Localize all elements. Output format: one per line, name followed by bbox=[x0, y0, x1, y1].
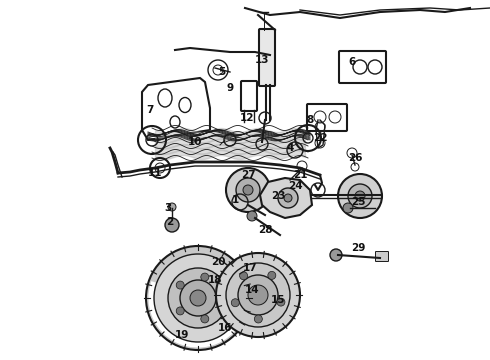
Circle shape bbox=[190, 290, 206, 306]
Text: 22: 22 bbox=[313, 133, 327, 143]
Circle shape bbox=[226, 168, 270, 212]
Circle shape bbox=[277, 298, 285, 306]
Circle shape bbox=[176, 281, 184, 289]
Circle shape bbox=[243, 185, 253, 195]
Circle shape bbox=[168, 268, 228, 328]
Text: 4: 4 bbox=[286, 143, 294, 153]
Circle shape bbox=[216, 294, 224, 302]
Circle shape bbox=[284, 194, 292, 202]
Circle shape bbox=[238, 275, 278, 315]
Text: 3: 3 bbox=[164, 203, 171, 213]
FancyBboxPatch shape bbox=[259, 29, 275, 86]
Text: 8: 8 bbox=[306, 115, 314, 125]
Circle shape bbox=[216, 253, 300, 337]
Circle shape bbox=[226, 263, 290, 327]
Text: 27: 27 bbox=[241, 170, 255, 180]
Text: 2: 2 bbox=[167, 217, 173, 227]
Text: 1: 1 bbox=[231, 195, 239, 205]
Text: 10: 10 bbox=[188, 137, 202, 147]
Text: 23: 23 bbox=[271, 191, 285, 201]
Circle shape bbox=[254, 315, 262, 323]
Circle shape bbox=[278, 188, 298, 208]
Text: 6: 6 bbox=[348, 57, 356, 67]
Text: 17: 17 bbox=[243, 263, 257, 273]
Text: 28: 28 bbox=[258, 225, 272, 235]
FancyBboxPatch shape bbox=[375, 252, 389, 261]
Text: 15: 15 bbox=[271, 295, 285, 305]
Circle shape bbox=[201, 273, 209, 281]
Text: 7: 7 bbox=[147, 105, 154, 115]
Circle shape bbox=[268, 271, 276, 279]
Circle shape bbox=[154, 254, 242, 342]
Text: 9: 9 bbox=[226, 83, 234, 93]
Circle shape bbox=[240, 272, 247, 280]
Text: 24: 24 bbox=[288, 181, 302, 191]
Text: 25: 25 bbox=[351, 197, 365, 207]
Text: 20: 20 bbox=[211, 257, 225, 267]
Text: 11: 11 bbox=[148, 168, 162, 178]
Circle shape bbox=[330, 249, 342, 261]
Circle shape bbox=[165, 218, 179, 232]
Circle shape bbox=[180, 280, 216, 316]
Text: 16: 16 bbox=[218, 323, 232, 333]
Circle shape bbox=[343, 203, 353, 213]
Text: 5: 5 bbox=[219, 67, 225, 77]
Circle shape bbox=[348, 184, 372, 208]
Text: 18: 18 bbox=[208, 275, 222, 285]
Text: 21: 21 bbox=[293, 170, 307, 180]
Text: 13: 13 bbox=[255, 55, 269, 65]
Circle shape bbox=[168, 203, 176, 211]
Circle shape bbox=[355, 191, 365, 201]
Circle shape bbox=[236, 178, 260, 202]
Text: 14: 14 bbox=[245, 285, 259, 295]
Polygon shape bbox=[260, 178, 312, 218]
Circle shape bbox=[248, 285, 268, 305]
Circle shape bbox=[247, 211, 257, 221]
Text: 29: 29 bbox=[351, 243, 365, 253]
Circle shape bbox=[201, 315, 209, 323]
Text: 19: 19 bbox=[175, 330, 189, 340]
Circle shape bbox=[338, 174, 382, 218]
Text: 12: 12 bbox=[240, 113, 254, 123]
Circle shape bbox=[146, 246, 250, 350]
Text: 26: 26 bbox=[348, 153, 362, 163]
Circle shape bbox=[231, 299, 239, 307]
Circle shape bbox=[176, 307, 184, 315]
